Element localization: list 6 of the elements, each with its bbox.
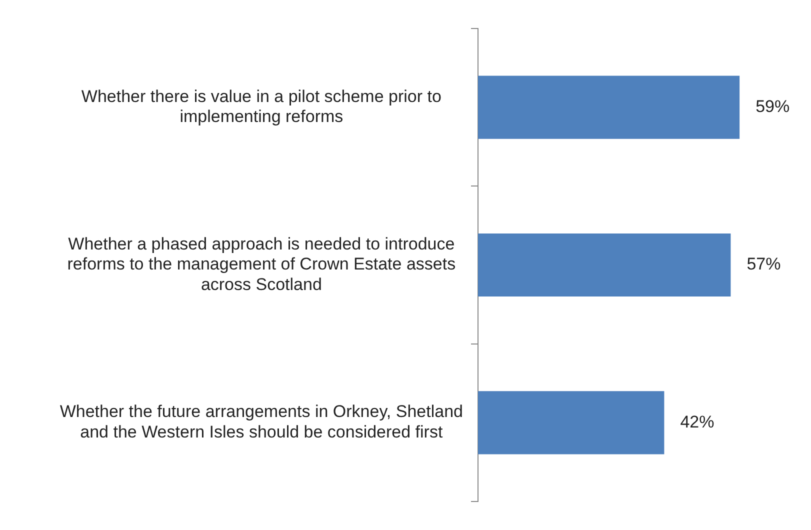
data-label: 59% — [756, 96, 790, 116]
data-label: 42% — [680, 412, 714, 432]
y-tick-label: Whether a phased approach is needed to introduce reforms to the management of Crown Estate assets across Scotland — [67, 234, 456, 294]
y-tick-label: Whether the future arrangements in Orkney, Shetland and the Western Isles should be considered first — [60, 402, 464, 442]
data-label: 57% — [746, 254, 781, 274]
y-tick-label: Whether there is value in a pilot scheme prior to implementing reforms — [81, 86, 442, 126]
